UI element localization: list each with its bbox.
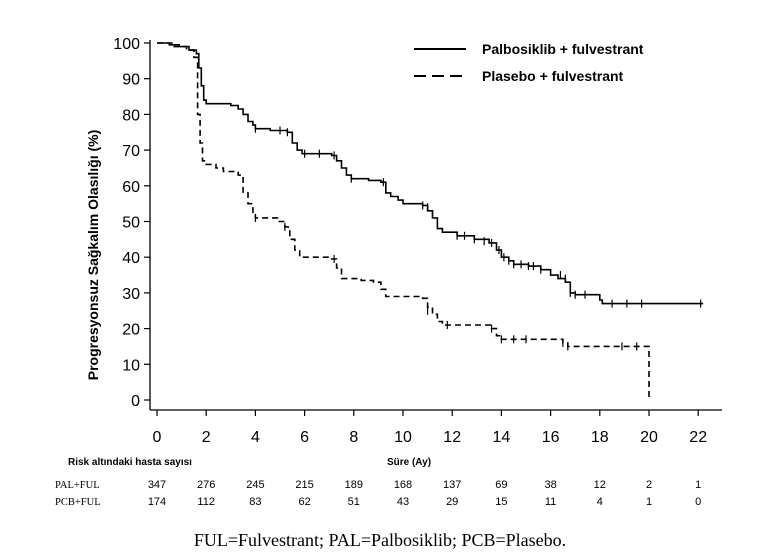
x-tick-label: 10: [394, 429, 412, 446]
legend-label-plasebo: Plasebo + fulvestrant: [482, 68, 624, 84]
x-tick-label: 18: [591, 429, 609, 446]
legend-item-plasebo: Plasebo + fulvestrant: [414, 68, 624, 84]
y-axis-label: Progresyonsuz Sağkalım Olasılığı (%): [85, 130, 101, 381]
y-tick-label: 60: [122, 179, 140, 196]
risk-value: 51: [348, 496, 360, 508]
risk-value: 69: [495, 479, 507, 491]
risk-value: 347: [148, 479, 166, 491]
x-tick-label: 0: [153, 429, 162, 446]
risk-value: 43: [397, 496, 409, 508]
x-axis-label: Süre (Ay): [387, 457, 431, 468]
y-axis: 0 10 20 30 40 50 60 70 80 90 100: [113, 36, 151, 410]
x-tick-label: 14: [493, 429, 511, 446]
risk-value: 174: [148, 496, 166, 508]
legend-item-palbosiklib: Palbosiklib + fulvestrant: [414, 41, 644, 57]
survival-curves: [157, 42, 704, 400]
x-axis: 0 2 4 6 8 10 12 14 16 18 20 22: [150, 409, 722, 446]
x-tick-label: 12: [443, 429, 461, 446]
y-tick-label: 80: [122, 107, 140, 124]
risk-table: PAL+FUL PCB+FUL 347 276 245 215 189 168 137 69 3…: [55, 479, 701, 508]
risk-row-label-pcb: PCB+FUL: [55, 497, 101, 508]
y-tick-label: 0: [131, 393, 140, 410]
risk-value: 245: [246, 479, 264, 491]
x-tick-label: 2: [202, 429, 211, 446]
risk-value: 137: [443, 479, 461, 491]
y-tick-label: 90: [122, 72, 140, 89]
risk-value: 1: [646, 496, 652, 508]
risk-value: 62: [298, 496, 310, 508]
risk-table-title: Risk altındaki hasta sayısı: [68, 457, 192, 468]
risk-value: 1: [695, 479, 701, 491]
risk-value: 189: [345, 479, 363, 491]
x-tick-label: 4: [251, 429, 260, 446]
risk-value: 215: [295, 479, 313, 491]
footnote: FUL=Fulvestrant; PAL=Palbosiklib; PCB=Pl…: [193, 530, 567, 550]
y-ticks: 0 10 20 30 40 50 60 70 80 90 100: [113, 36, 150, 410]
legend-label-palbosiklib: Palbosiklib + fulvestrant: [482, 41, 644, 57]
risk-value: 0: [695, 496, 701, 508]
risk-value: 276: [197, 479, 215, 491]
risk-value: 15: [495, 496, 507, 508]
y-tick-label: 30: [122, 286, 140, 303]
risk-values: 347 276 245 215 189 168 137 69 38 12 2 1 174 112 83 62 5…: [148, 479, 701, 508]
y-tick-label: 10: [122, 357, 140, 374]
y-tick-label: 40: [122, 250, 140, 267]
risk-value: 112: [197, 496, 215, 508]
y-tick-label: 20: [122, 322, 140, 339]
risk-value: 2: [646, 479, 652, 491]
y-tick-label: 100: [113, 36, 140, 53]
y-tick-label: 70: [122, 143, 140, 160]
risk-row-label-pal: PAL+FUL: [55, 480, 100, 491]
x-tick-label: 22: [689, 429, 707, 446]
risk-value: 11: [545, 496, 556, 508]
legend: Palbosiklib + fulvestrant Plasebo + fulv…: [414, 41, 644, 84]
risk-value: 12: [594, 479, 606, 491]
risk-value: 29: [446, 496, 458, 508]
y-tick-label: 50: [122, 215, 140, 232]
risk-value: 168: [394, 479, 412, 491]
x-tick-label: 20: [640, 429, 658, 446]
x-tick-label: 6: [300, 429, 309, 446]
plasebo-curve: [157, 42, 650, 400]
risk-value: 4: [597, 496, 603, 508]
x-tick-label: 16: [542, 429, 560, 446]
risk-value: 38: [544, 479, 556, 491]
x-ticks: 0 2 4 6 8 10 12 14 16 18 20 22: [153, 410, 707, 446]
risk-value: 83: [249, 496, 261, 508]
x-tick-label: 8: [349, 429, 358, 446]
